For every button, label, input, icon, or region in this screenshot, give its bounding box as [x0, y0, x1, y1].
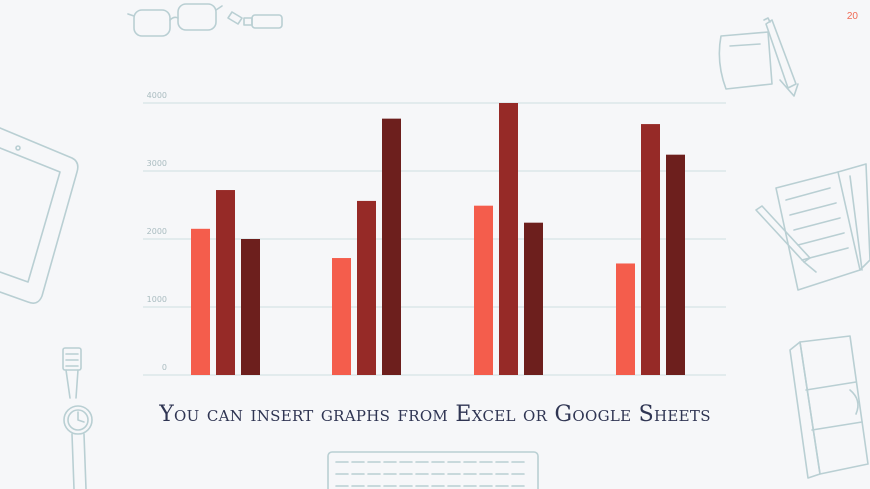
- bar: [499, 103, 518, 375]
- pen-icon: [755, 205, 817, 273]
- tablet-icon: [0, 127, 79, 304]
- book-icon: [789, 335, 869, 479]
- bar: [474, 205, 493, 375]
- bar: [357, 200, 376, 375]
- bar: [524, 222, 543, 375]
- y-tick-label: 2000: [147, 227, 167, 236]
- page-number: 20: [846, 11, 858, 22]
- glasses-icon: [127, 3, 223, 37]
- notebook-icon: [775, 163, 870, 291]
- bar: [241, 239, 260, 375]
- y-tick-label: 3000: [147, 159, 167, 168]
- usb-drive-icon: [227, 11, 283, 29]
- wristwatch-icon: [62, 347, 93, 489]
- slide-caption: You can insert graphs from Excel or Goog…: [159, 402, 711, 427]
- pencil-icon: [763, 17, 799, 97]
- y-tick-label: 1000: [147, 295, 167, 304]
- bar: [616, 263, 635, 375]
- bar: [332, 258, 351, 375]
- bar: [641, 124, 660, 375]
- bar: [382, 118, 401, 375]
- bar: [191, 228, 210, 375]
- keyboard-icon: [327, 451, 539, 489]
- y-tick-label: 0: [162, 363, 167, 372]
- bar: [666, 154, 685, 375]
- bar: [216, 190, 235, 375]
- y-tick-label: 4000: [147, 91, 167, 100]
- sticky-note-icon: [718, 31, 773, 90]
